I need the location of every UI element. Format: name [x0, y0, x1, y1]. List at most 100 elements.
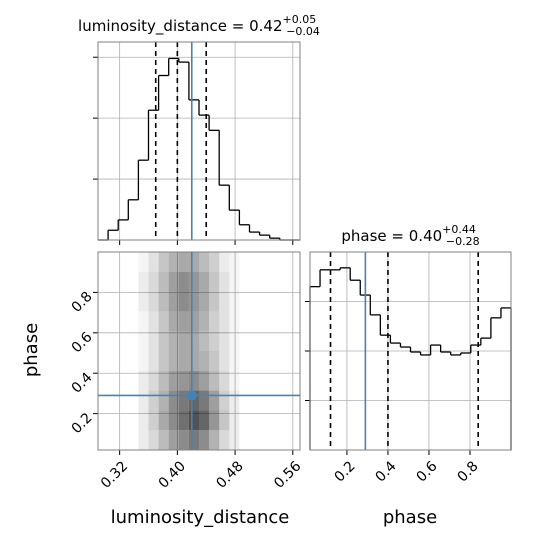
density-cell: [178, 271, 189, 292]
x-tick-label: 0.48: [213, 458, 246, 491]
density-cell: [158, 291, 169, 312]
title-lower: −0.28: [446, 235, 480, 248]
density-cell: [199, 351, 210, 371]
title-upper: +0.05: [283, 13, 317, 26]
density-cell: [188, 331, 199, 351]
density-cell: [209, 370, 220, 391]
density-cell: [219, 370, 230, 391]
density-cell: [168, 390, 179, 411]
density-cell: [178, 430, 189, 450]
density-cell: [168, 430, 179, 450]
density-cell: [209, 311, 220, 332]
density-cell: [168, 311, 179, 332]
density-cell: [209, 331, 220, 351]
density-cell: [199, 331, 210, 351]
density-cell: [168, 351, 179, 371]
density-cell: [178, 331, 189, 351]
density-cell: [199, 370, 210, 391]
axes-frame: [309, 251, 512, 451]
density-cell: [219, 271, 230, 292]
density-cell: [168, 410, 179, 431]
density-cell: [209, 271, 220, 292]
x-tick-label: 0.4: [373, 458, 400, 485]
x-tick-label: 0.32: [98, 458, 131, 491]
density-cell: [199, 252, 210, 272]
density-cell: [229, 390, 240, 411]
density-cell: [168, 271, 179, 292]
density-cell: [138, 430, 149, 450]
density-cell: [168, 252, 179, 272]
y-tick-label: 0.6: [69, 329, 96, 356]
truth-point: [186, 390, 197, 401]
density-cell: [178, 252, 189, 272]
density-cell: [199, 311, 210, 332]
density-cell: [229, 351, 239, 371]
density-cell: [178, 370, 189, 391]
density-cell: [209, 252, 220, 272]
x-tick-label: 0.56: [271, 458, 304, 491]
y-tick-label: 0.8: [69, 289, 96, 316]
density-cell: [219, 351, 230, 371]
density-cell: [158, 331, 169, 351]
density-cell: [158, 351, 169, 371]
density-cell: [199, 291, 210, 312]
density-cell: [168, 291, 179, 312]
density-cell: [178, 390, 189, 411]
axes-frame: [97, 41, 301, 241]
x-tick-label: 0.6: [414, 458, 441, 485]
density-cell: [158, 271, 169, 292]
density-cell: [188, 252, 199, 272]
title-lower: −0.04: [286, 25, 320, 38]
density-cell: [178, 311, 189, 332]
density-cell: [148, 430, 159, 450]
density-cell: [158, 430, 169, 450]
title-main: luminosity_distance = 0.42: [78, 17, 282, 36]
density-cell: [188, 291, 199, 312]
density-cell: [138, 291, 149, 312]
density-cell: [138, 331, 148, 351]
density-cell: [199, 390, 210, 411]
density-cell: [138, 390, 149, 411]
density-cell: [209, 410, 220, 431]
density-cell: [148, 271, 159, 292]
density-cell: [219, 291, 230, 312]
density-cell: [148, 390, 159, 411]
density-cell: [148, 291, 159, 312]
density-cell: [229, 292, 239, 312]
density-cell: [158, 410, 169, 431]
density-cell: [199, 410, 210, 431]
density-cell: [229, 272, 239, 292]
axes-frame: [97, 251, 301, 451]
density-cell: [229, 430, 240, 450]
density-cell: [209, 390, 220, 411]
title-main: phase = 0.40: [341, 227, 442, 245]
density-cell: [188, 410, 199, 431]
density-cell: [199, 430, 210, 450]
density-cell: [168, 370, 179, 391]
density-cell: [148, 331, 159, 351]
y-axis-label: phase: [21, 323, 42, 377]
y-tick-label: 0.4: [69, 370, 96, 397]
density-cell: [148, 252, 159, 272]
x-tick-label: 0.40: [156, 458, 189, 491]
density-cell: [168, 331, 179, 351]
density-cell: [219, 390, 230, 411]
density-cell: [188, 370, 199, 391]
density-cell: [178, 410, 189, 431]
density-cell: [188, 430, 199, 450]
density-cell: [148, 370, 159, 391]
x-axis-label: luminosity_distance: [111, 507, 290, 528]
density-cell: [138, 370, 149, 391]
density-cell: [158, 390, 169, 411]
density-cell: [219, 252, 230, 272]
x-tick-label: 0.8: [455, 458, 482, 485]
density-cell: [158, 252, 169, 272]
density-cell: [138, 351, 148, 371]
density-cell: [219, 331, 230, 351]
density-cell: [188, 311, 199, 332]
density-cell: [229, 252, 239, 272]
density-cell: [148, 351, 159, 371]
density-cell: [188, 390, 199, 411]
density-cell: [158, 370, 169, 391]
